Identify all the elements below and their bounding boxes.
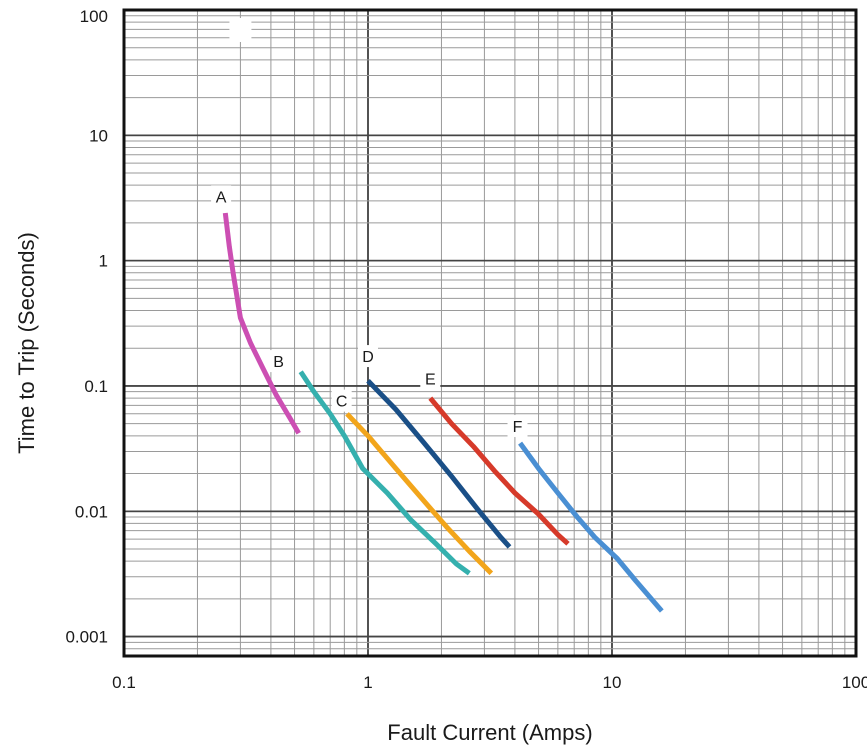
curve-label-halo — [268, 350, 289, 373]
x-tick-label: 100 — [842, 673, 867, 692]
curve-f — [518, 441, 664, 613]
curve-label-a: A — [216, 189, 227, 206]
x-axis-title: Fault Current (Amps) — [387, 720, 592, 745]
y-tick-label: 100 — [80, 7, 108, 26]
curve-label-halo — [358, 345, 378, 368]
curve-label-halo — [507, 415, 528, 438]
tick-labels: 0.1 1 10 100 100 10 1 0.1 0.01 0.001 — [65, 7, 867, 692]
curve-b — [298, 370, 471, 576]
curve-c — [345, 412, 494, 576]
curve-e — [428, 396, 570, 546]
curve-label-e: E — [425, 371, 436, 388]
series-layer — [222, 212, 664, 613]
curve-label-f: F — [513, 419, 523, 436]
plot-artifact-mark — [229, 18, 252, 42]
curve-label-halo — [331, 389, 352, 412]
curve-label-halo — [420, 367, 441, 390]
y-tick-label: 0.1 — [84, 377, 108, 396]
y-tick-label: 0.001 — [65, 628, 108, 647]
curve-label-halo — [211, 185, 232, 208]
curve-a — [222, 212, 301, 435]
plot-frame — [122, 8, 858, 658]
x-tick-label: 1 — [363, 673, 372, 692]
curve-label-b: B — [273, 354, 284, 371]
y-tick-label: 1 — [99, 252, 108, 271]
curve-label-c: C — [336, 394, 348, 411]
y-tick-label: 0.01 — [75, 502, 108, 521]
y-axis-title: Time to Trip (Seconds) — [14, 232, 39, 454]
x-tick-label: 0.1 — [112, 673, 136, 692]
curve-labels: A B C D E F — [211, 18, 528, 438]
curve-d — [366, 379, 512, 549]
y-tick-label: 10 — [89, 126, 108, 145]
curve-label-d: D — [362, 349, 374, 366]
grid-lines — [123, 9, 857, 657]
x-tick-label: 10 — [603, 673, 622, 692]
